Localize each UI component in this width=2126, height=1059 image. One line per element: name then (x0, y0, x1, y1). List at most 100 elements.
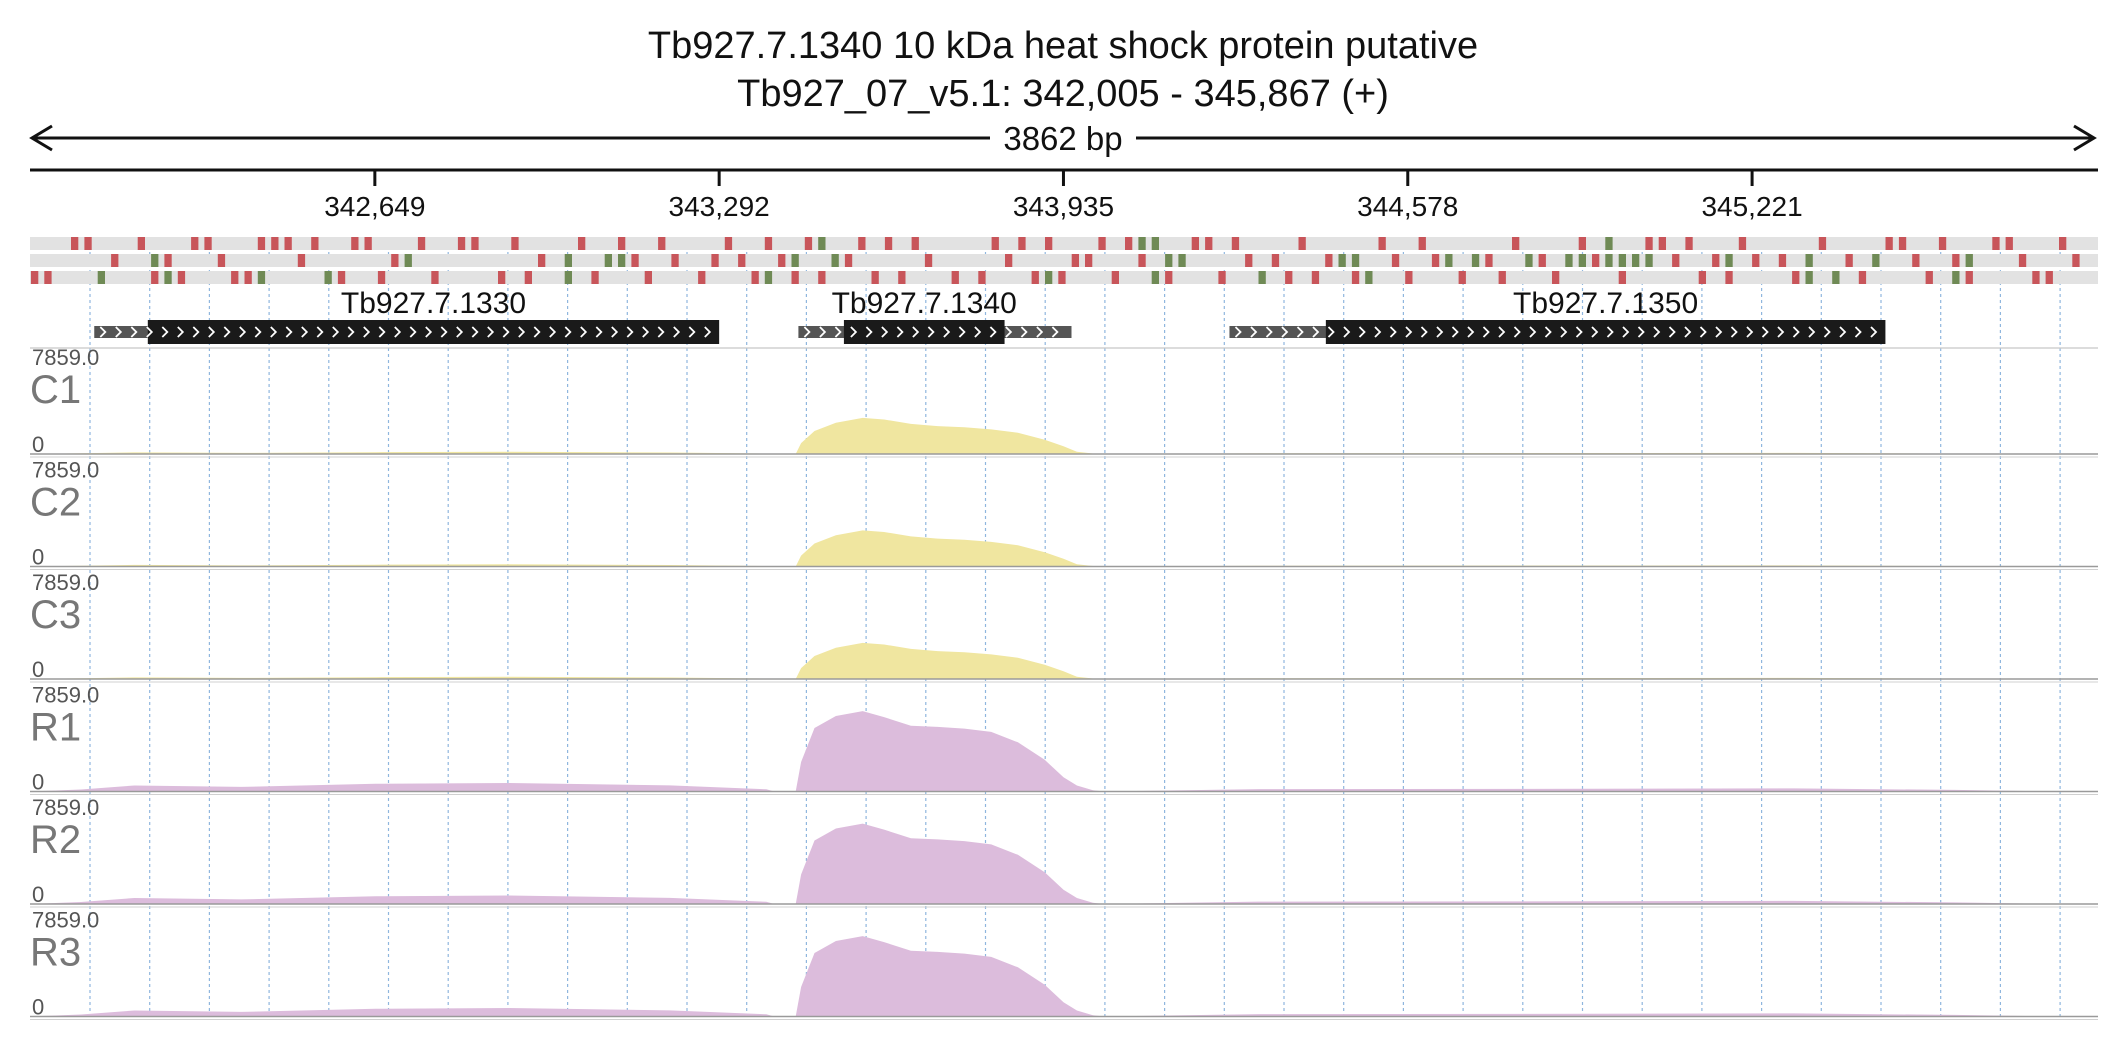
variant-mark[interactable] (658, 237, 666, 250)
variant-mark[interactable] (1351, 271, 1360, 284)
variant-mark[interactable] (164, 254, 172, 267)
gene-feature[interactable]: Tb927.7.1330 (94, 287, 720, 344)
variant-mark[interactable] (498, 271, 506, 284)
variant-mark[interactable] (1565, 254, 1573, 267)
variant-mark[interactable] (1365, 271, 1373, 284)
variant-mark[interactable] (1058, 271, 1066, 284)
variant-mark[interactable] (1938, 237, 1947, 250)
variant-mark[interactable] (1471, 254, 1480, 267)
variant-mark[interactable] (1792, 271, 1800, 284)
variant-mark[interactable] (1965, 254, 1973, 267)
variant-mark[interactable] (231, 271, 239, 284)
variant-mark[interactable] (137, 237, 145, 250)
variant-mark[interactable] (1165, 254, 1173, 267)
variant-mark[interactable] (1738, 237, 1747, 250)
variant-mark[interactable] (1912, 254, 1920, 267)
variant-mark[interactable] (1952, 254, 1960, 267)
variant-mark[interactable] (1418, 237, 1426, 250)
variant-mark[interactable] (564, 271, 572, 284)
variant-mark[interactable] (1351, 254, 1360, 267)
variant-mark[interactable] (671, 254, 679, 267)
variant-mark[interactable] (1805, 254, 1813, 267)
variant-mark[interactable] (351, 237, 359, 250)
variant-mark[interactable] (591, 271, 599, 284)
variant-mark[interactable] (2032, 271, 2040, 284)
variant-mark[interactable] (524, 271, 532, 284)
gene-feature[interactable]: Tb927.7.1340 (798, 287, 1072, 344)
variant-mark[interactable] (244, 271, 252, 284)
variant-mark[interactable] (578, 237, 586, 250)
variant-mark[interactable] (818, 237, 826, 250)
variant-mark[interactable] (778, 254, 786, 267)
variant-mark[interactable] (257, 271, 266, 284)
variant-mark[interactable] (604, 254, 612, 267)
variant-mark[interactable] (978, 271, 986, 284)
variant-mark[interactable] (1645, 237, 1653, 250)
variant-mark[interactable] (1218, 271, 1226, 284)
variant-mark[interactable] (1045, 237, 1053, 250)
variant-mark[interactable] (1552, 271, 1560, 284)
variant-mark[interactable] (858, 237, 866, 250)
variant-mark[interactable] (751, 271, 759, 284)
variant-mark[interactable] (698, 271, 706, 284)
variant-mark[interactable] (164, 271, 172, 284)
variant-mark[interactable] (1098, 237, 1106, 250)
variant-mark[interactable] (1605, 237, 1613, 250)
variant-mark[interactable] (1111, 271, 1119, 284)
variant-mark[interactable] (1485, 254, 1493, 267)
variant-mark[interactable] (151, 271, 159, 284)
variant-mark[interactable] (1712, 254, 1720, 267)
variant-mark[interactable] (1805, 271, 1813, 284)
variant-mark[interactable] (924, 254, 933, 267)
variant-mark[interactable] (1138, 237, 1146, 250)
variant-mark[interactable] (1391, 254, 1400, 267)
variant-mark[interactable] (951, 271, 959, 284)
variant-mark[interactable] (324, 271, 332, 284)
variant-mark[interactable] (724, 237, 733, 250)
variant-mark[interactable] (1578, 237, 1586, 250)
variant-mark[interactable] (337, 271, 346, 284)
variant-mark[interactable] (1031, 271, 1039, 284)
variant-mark[interactable] (1405, 271, 1413, 284)
variant-mark[interactable] (1725, 254, 1733, 267)
variant-mark[interactable] (991, 237, 999, 250)
variant-mark[interactable] (257, 237, 266, 250)
variant-mark[interactable] (1445, 254, 1453, 267)
variant-mark[interactable] (284, 237, 292, 250)
variant-mark[interactable] (1271, 254, 1280, 267)
variant-mark[interactable] (204, 237, 212, 250)
variant-mark[interactable] (1165, 271, 1173, 284)
variant-mark[interactable] (818, 271, 826, 284)
variant-mark[interactable] (1018, 237, 1026, 250)
variant-mark[interactable] (1885, 237, 1893, 250)
variant-mark[interactable] (2005, 237, 2013, 250)
variant-mark[interactable] (84, 237, 92, 250)
variant-mark[interactable] (511, 237, 519, 250)
variant-mark[interactable] (151, 254, 159, 267)
variant-mark[interactable] (1245, 254, 1253, 267)
variant-mark[interactable] (1525, 254, 1533, 267)
variant-mark[interactable] (1592, 254, 1600, 267)
variant-mark[interactable] (1258, 271, 1266, 284)
variant-mark[interactable] (1858, 271, 1867, 284)
variant-mark[interactable] (1618, 271, 1626, 284)
variant-mark[interactable] (884, 237, 893, 250)
variant-mark[interactable] (618, 237, 626, 250)
variant-mark[interactable] (2072, 254, 2080, 267)
variant-mark[interactable] (271, 237, 279, 250)
variant-mark[interactable] (97, 271, 105, 284)
variant-mark[interactable] (1378, 237, 1386, 250)
variant-mark[interactable] (1898, 237, 1907, 250)
variant-mark[interactable] (2045, 271, 2053, 284)
variant-mark[interactable] (711, 254, 719, 267)
variant-mark[interactable] (644, 271, 652, 284)
variant-mark[interactable] (1151, 271, 1159, 284)
variant-mark[interactable] (1338, 254, 1346, 267)
variant-mark[interactable] (1498, 271, 1506, 284)
variant-mark[interactable] (1645, 254, 1653, 267)
variant-mark[interactable] (71, 237, 79, 250)
variant-mark[interactable] (1205, 237, 1213, 250)
variant-mark[interactable] (44, 271, 52, 284)
variant-mark[interactable] (2018, 254, 2027, 267)
variant-mark[interactable] (431, 271, 439, 284)
